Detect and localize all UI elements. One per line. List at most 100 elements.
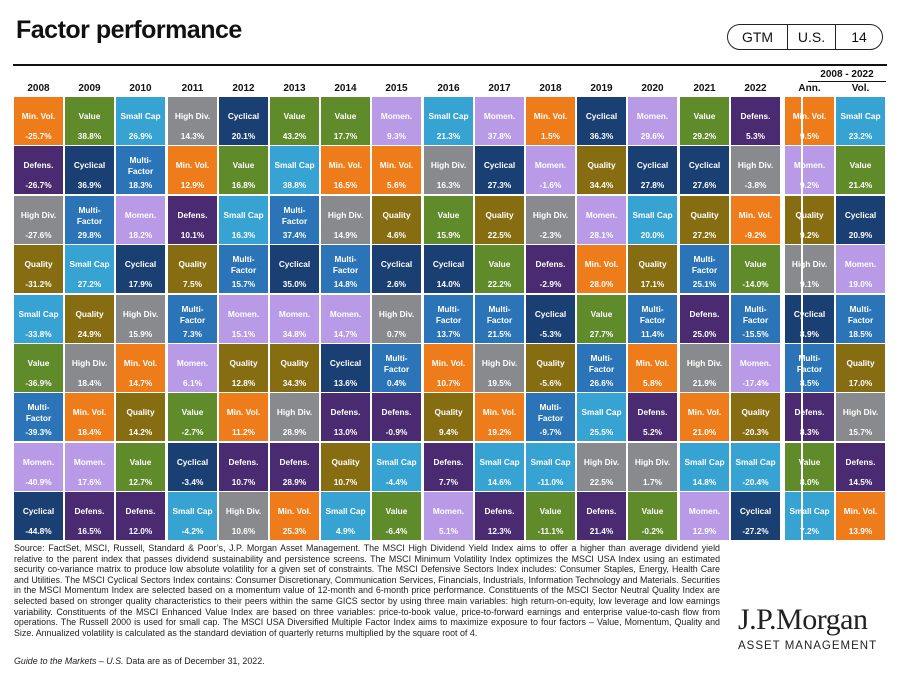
factor-name: Small Cap	[325, 506, 366, 516]
factor-cell: Cyclical 2.6%	[372, 245, 421, 293]
factor-cell: Quality 14.2%	[116, 393, 165, 441]
factor-name: Multi-Factor	[435, 303, 462, 325]
factor-name: Multi-Factor	[847, 303, 874, 325]
factor-cell: Value 21.4%	[836, 146, 885, 194]
badge-page-number: 14	[851, 29, 867, 45]
factor-cell: Momen. -40.9%	[14, 443, 63, 491]
factor-cell: Min. Vol. 5.8%	[628, 344, 677, 392]
page-title: Factor performance	[16, 16, 242, 44]
factor-name: Min. Vol.	[431, 358, 466, 368]
factor-value: 18.2%	[128, 230, 153, 240]
factor-cell: Small Cap 16.3%	[219, 196, 268, 244]
factor-name: Defens.	[535, 259, 566, 269]
factor-cell: Cyclical 8.9%	[785, 295, 834, 343]
factor-name: Momen.	[483, 111, 516, 121]
factor-value: 14.9%	[333, 230, 358, 240]
factor-name: High Div.	[791, 259, 828, 269]
factor-name: Defens.	[23, 160, 54, 170]
factor-name: Value	[539, 506, 562, 516]
factor-value: 19.0%	[848, 279, 873, 289]
factor-cell: Value -36.9%	[14, 344, 63, 392]
column-header: 2011	[181, 83, 204, 94]
factor-value: 17.6%	[77, 477, 102, 487]
factor-name: Quality	[126, 407, 155, 417]
badge-region: U.S.	[788, 25, 836, 49]
factor-cell: Min. Vol. 13.9%	[836, 492, 885, 540]
factor-value: 7.2%	[800, 526, 819, 536]
factor-value: 14.6%	[487, 477, 512, 487]
factor-cell: Quality 10.7%	[321, 443, 370, 491]
factor-name: High Div.	[634, 457, 671, 467]
factor-name: Cyclical	[793, 309, 826, 319]
factor-value: -0.2%	[641, 526, 664, 536]
factor-value: 14.0%	[436, 279, 461, 289]
factor-value: 27.6%	[692, 180, 717, 190]
factor-name: Cyclical	[176, 457, 209, 467]
factor-value: -11.1%	[537, 526, 564, 536]
factor-cell: Min. Vol. -25.7%	[14, 97, 63, 145]
factor-cell: Multi-Factor -39.3%	[14, 393, 63, 441]
factor-name: Momen.	[688, 506, 721, 516]
factor-value: 15.1%	[231, 329, 256, 339]
factor-name: Defens.	[794, 407, 825, 417]
factor-value: 34.3%	[282, 378, 307, 388]
column-header: 2020	[641, 83, 664, 94]
factor-cell: Value -0.2%	[628, 492, 677, 540]
factor-name: Cyclical	[124, 259, 157, 269]
factor-value: 25.3%	[282, 526, 307, 536]
jpmorgan-logo: J.P.Morgan ASSET MANAGEMENT	[738, 603, 888, 652]
factor-name: Momen.	[124, 210, 157, 220]
factor-value: 7.5%	[183, 279, 202, 289]
factor-cell: Min. Vol. 21.0%	[680, 393, 729, 441]
factor-cell: Small Cap 27.2%	[65, 245, 114, 293]
factor-name: Small Cap	[581, 407, 622, 417]
factor-name: Multi-Factor	[383, 352, 410, 374]
factor-value: 1.5%	[541, 131, 560, 141]
factor-value: 22.2%	[487, 279, 512, 289]
factor-name: Momen.	[739, 358, 772, 368]
factor-name: Cyclical	[22, 506, 55, 516]
factor-value: -2.3%	[539, 230, 562, 240]
column-header: 2015	[385, 83, 408, 94]
factor-value: -44.8%	[25, 526, 52, 536]
factor-cell: Multi-Factor 15.7%	[219, 245, 268, 293]
factor-name: Small Cap	[632, 210, 673, 220]
column-header: 2022	[744, 83, 767, 94]
factor-value: 20.0%	[640, 230, 665, 240]
factor-value: -4.2%	[181, 526, 204, 536]
factor-cell: Small Cap 21.3%	[424, 97, 473, 145]
factor-value: -3.8%	[744, 180, 767, 190]
source-note: Source: FactSet, MSCI, Russell, Standard…	[14, 543, 720, 638]
factor-name: Defens.	[740, 111, 771, 121]
factor-name: Small Cap	[428, 111, 469, 121]
factor-name: High Div.	[842, 407, 879, 417]
factor-value: 7.7%	[439, 477, 458, 487]
factor-cell: Value 12.7%	[116, 443, 165, 491]
factor-value: 21.3%	[436, 131, 461, 141]
factor-name: Cyclical	[739, 506, 772, 516]
factor-name: Min. Vol.	[792, 111, 827, 121]
factor-cell: Value 38.8%	[65, 97, 114, 145]
factor-name: Small Cap	[172, 506, 213, 516]
factor-name: Small Cap	[789, 506, 830, 516]
factor-name: Momen.	[227, 309, 260, 319]
factor-cell: Value 22.2%	[475, 245, 524, 293]
factor-value: 16.3%	[436, 180, 461, 190]
factor-cell: Momen. 14.7%	[321, 295, 370, 343]
factor-cell: Cyclical -5.3%	[526, 295, 575, 343]
factor-name: Multi-Factor	[76, 204, 103, 226]
factor-name: Value	[798, 457, 821, 467]
factor-cell: Defens. 8.3%	[785, 393, 834, 441]
factor-value: 10.7%	[436, 378, 461, 388]
factor-cell: Small Cap -20.4%	[731, 443, 780, 491]
factor-name: Cyclical	[73, 160, 106, 170]
factor-name: Min. Vol.	[533, 111, 568, 121]
factor-name: Small Cap	[840, 111, 881, 121]
factor-value: 15.7%	[848, 427, 873, 437]
factor-name: Min. Vol.	[72, 407, 107, 417]
factor-cell: High Div. 16.3%	[424, 146, 473, 194]
factor-value: 14.5%	[848, 477, 873, 487]
factor-name: Value	[590, 309, 613, 319]
factor-cell: Cyclical 27.6%	[680, 146, 729, 194]
factor-name: Min. Vol.	[379, 160, 414, 170]
